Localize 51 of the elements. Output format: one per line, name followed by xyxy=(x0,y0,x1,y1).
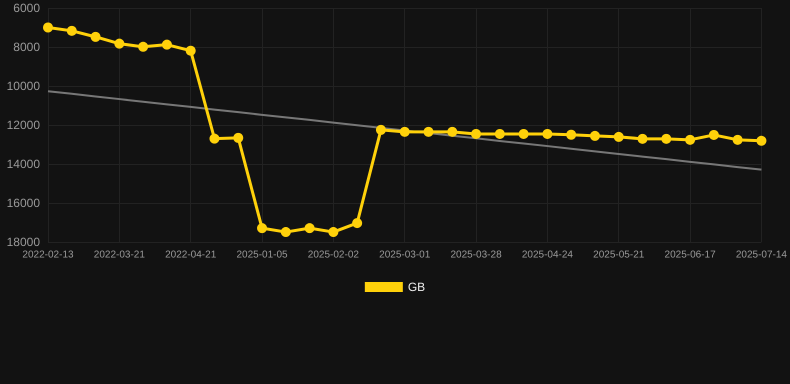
point xyxy=(257,223,268,234)
y-tick-label: 6000 xyxy=(13,1,40,15)
point xyxy=(304,223,315,234)
legend-label: GB xyxy=(408,280,426,294)
point xyxy=(518,128,529,139)
point xyxy=(471,128,482,139)
point xyxy=(447,126,458,137)
point xyxy=(376,124,386,135)
y-tick-label: 16000 xyxy=(6,196,40,210)
x-tick-label: 2025-05-21 xyxy=(593,250,645,260)
point xyxy=(186,46,196,56)
point xyxy=(708,130,719,140)
point xyxy=(424,126,434,137)
x-tick-label: 2025-02-02 xyxy=(308,250,360,260)
x-tick-label: 2025-01-05 xyxy=(236,250,288,260)
point xyxy=(328,227,338,238)
point xyxy=(138,42,148,52)
x-tick-label: 2025-03-01 xyxy=(379,250,431,260)
point xyxy=(566,130,576,140)
point xyxy=(494,128,505,139)
point xyxy=(732,134,743,145)
point xyxy=(114,38,124,49)
point xyxy=(280,227,291,238)
y-tick-label: 10000 xyxy=(6,79,40,93)
point xyxy=(352,218,362,228)
x-tick-label: 2025-04-24 xyxy=(522,250,574,260)
y-tick-label: 18000 xyxy=(6,235,40,249)
point xyxy=(66,26,77,36)
line-series xyxy=(47,90,762,171)
point xyxy=(685,134,696,145)
point xyxy=(162,40,172,50)
point xyxy=(542,128,552,139)
x-tick-label: 2022-02-13 xyxy=(22,250,74,260)
point xyxy=(590,130,600,141)
x-tick-label: 2022-03-21 xyxy=(94,250,146,260)
point xyxy=(614,132,624,142)
y-tick-label: 8000 xyxy=(13,40,40,54)
point xyxy=(661,134,672,144)
point xyxy=(756,136,766,146)
point xyxy=(43,22,53,32)
y-tick-label: 12000 xyxy=(6,118,40,132)
x-tick-label: 2025-07-14 xyxy=(736,250,788,260)
x-tick-label: 2025-06-17 xyxy=(664,250,716,260)
point xyxy=(638,134,648,144)
x-tick-label: 2025-03-28 xyxy=(450,250,502,260)
y-tick-label: 14000 xyxy=(6,157,40,171)
point xyxy=(400,126,410,137)
point xyxy=(90,32,101,42)
point xyxy=(233,132,244,143)
point xyxy=(209,134,220,144)
x-tick-label: 2022-04-21 xyxy=(165,250,217,260)
